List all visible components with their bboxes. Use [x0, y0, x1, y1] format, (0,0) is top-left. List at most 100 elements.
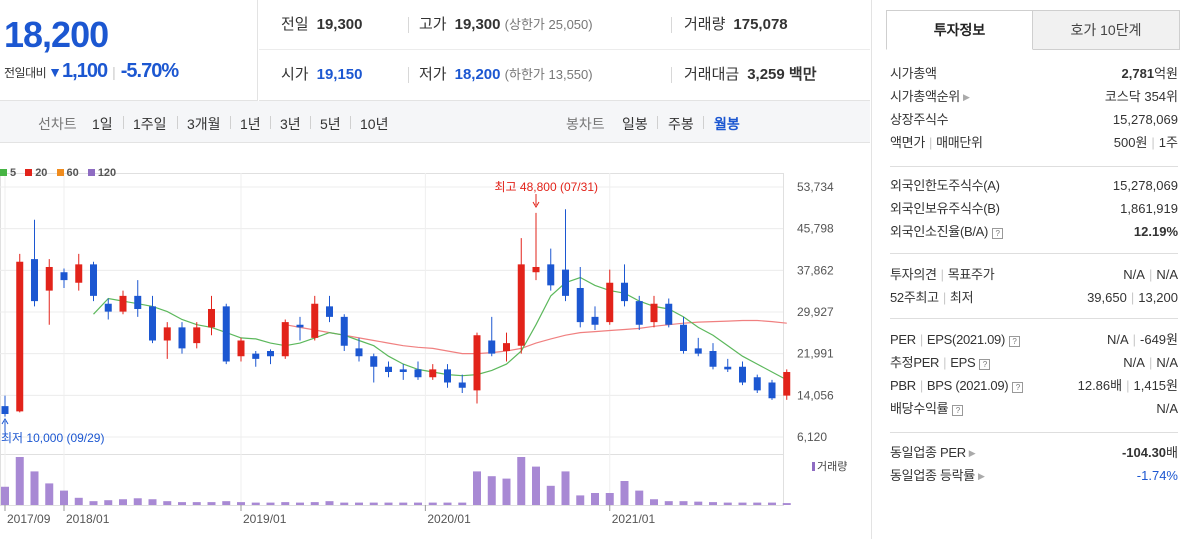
candle-weekly-button[interactable]: 주봉 — [668, 116, 694, 132]
summary-row-2: 시가 19,150 저가 18,200 (하한가 13,550) 거래대금 3,259… — [259, 50, 870, 100]
legend-ma5: 5 — [0, 167, 16, 179]
volume-bar — [517, 457, 526, 505]
info-row: 외국인보유주식수(B) 1,861,919 — [890, 201, 1178, 216]
candle-body — [739, 366, 746, 383]
volume-bar — [119, 499, 127, 505]
candlestick-chart: 53,734 45,798 37,862 29,927 21,991 14,056 6,12… — [0, 173, 834, 526]
info-tabs: 투자정보 호가 10단계 — [886, 10, 1180, 50]
candle-body — [45, 266, 53, 291]
period-10y-button[interactable]: 10년 — [360, 116, 389, 132]
upper-limit: (상한가 25,050) — [504, 17, 593, 32]
stock-chart[interactable]: 53,734 45,798 37,862 29,927 21,991 14,056 6,12… — [0, 143, 870, 539]
candle-body — [281, 322, 289, 357]
divider — [177, 116, 178, 129]
volume-bar — [738, 502, 747, 505]
divider — [123, 116, 124, 129]
chevron-right-icon: ▶ — [962, 92, 970, 102]
high-label: 고가 — [419, 16, 447, 33]
volume-bar — [325, 501, 334, 505]
tab-order-book[interactable]: 호가 10단계 — [1033, 10, 1180, 50]
volume-bar — [546, 485, 555, 505]
period-1y-button[interactable]: 1년 — [240, 116, 261, 132]
volume-bar — [414, 502, 422, 505]
high-price: 고가 19,300 (상한가 25,050) — [419, 13, 593, 34]
volume-bar — [753, 502, 762, 505]
help-icon[interactable]: ? — [952, 405, 964, 416]
candle-body — [694, 348, 702, 354]
candle-body — [90, 264, 97, 296]
volume: 거래량 175,078 — [684, 13, 788, 34]
volume-bar — [650, 499, 658, 505]
max-price-annotation: 최고 48,800 (07/31) — [495, 180, 598, 194]
volume-bar — [15, 457, 24, 505]
info-row[interactable]: 동일업종 PER ▶ -104.30배 — [890, 445, 1178, 460]
candle-body — [665, 303, 673, 325]
candle-body — [680, 324, 687, 351]
candle-body — [768, 382, 776, 399]
divider — [890, 166, 1178, 167]
volume-bar — [60, 490, 68, 505]
volume-legend-label: 거래량 — [817, 461, 848, 473]
help-icon[interactable]: ? — [1012, 382, 1024, 393]
candle-body — [134, 295, 142, 309]
candle-body — [311, 303, 319, 338]
y-tick-label: 37,862 — [797, 263, 834, 277]
candle-body — [576, 287, 584, 323]
info-row: 외국인한도주식수(A) 15,278,069 — [890, 178, 1178, 193]
volume-bar — [768, 502, 776, 505]
candle-body — [1, 406, 9, 415]
info-row: 투자의견 | 목표주가 N/A | N/A — [890, 267, 1178, 282]
divider — [703, 116, 704, 129]
period-5y-button[interactable]: 5년 — [320, 116, 341, 132]
info-row[interactable]: 시가총액순위 ▶ 코스닥 354위 — [890, 89, 1178, 104]
candle-body — [178, 327, 186, 349]
investment-info-panel: 투자정보 호가 10단계 시가총액 2,781억원 시가총액순위 ▶ 코스닥 354위… — [871, 0, 1184, 539]
volume-bar — [576, 495, 585, 505]
period-1w-button[interactable]: 1주일 — [133, 116, 167, 132]
candle-daily-button[interactable]: 일봉 — [622, 116, 648, 132]
volume-bar — [458, 502, 467, 505]
candle-monthly-button[interactable]: 월봉 — [714, 116, 740, 132]
x-tick-label: 2017/09 — [7, 512, 51, 526]
amount-value: 3,259 백만 — [747, 66, 817, 83]
candle-body — [517, 264, 525, 346]
x-tick-label: 2020/01 — [427, 512, 471, 526]
volume-bar — [45, 483, 54, 505]
volume-bar — [222, 501, 231, 505]
volume-bar — [561, 471, 570, 505]
candle-body — [753, 377, 761, 391]
current-price: 18,200 — [4, 14, 109, 55]
candle-body — [370, 356, 378, 367]
chevron-right-icon: ▶ — [977, 471, 985, 481]
volume-bar — [1, 486, 9, 505]
period-1d-button[interactable]: 1일 — [92, 116, 113, 132]
candle-body — [724, 366, 732, 370]
volume-bar — [620, 481, 629, 505]
volume-bar — [502, 478, 511, 505]
volume-value: 175,078 — [733, 16, 788, 33]
info-row[interactable]: 동일업종 등락률 ▶ -1.74% — [890, 468, 1178, 483]
volume-bar — [384, 502, 393, 505]
volume-bar — [148, 499, 157, 505]
volume-bar — [251, 502, 260, 505]
period-3y-button[interactable]: 3년 — [280, 116, 301, 132]
help-icon[interactable]: ? — [992, 228, 1004, 239]
candle-body — [532, 266, 540, 273]
max-arrow-icon — [532, 201, 540, 208]
volume-bar — [428, 502, 437, 505]
low-price: 저가 18,200 (하한가 13,550) — [419, 63, 593, 84]
change-amount: 1,100 — [62, 60, 108, 82]
low-label: 저가 — [419, 66, 447, 83]
candle-body — [635, 301, 643, 325]
info-row: PER | EPS(2021.09)? N/A | -649원 — [890, 332, 1178, 347]
volume-legend-swatch — [812, 462, 815, 471]
period-3m-button[interactable]: 3개월 — [187, 116, 221, 132]
help-icon[interactable]: ? — [979, 359, 991, 370]
candle-body — [119, 295, 127, 312]
candle-body — [488, 340, 496, 354]
help-icon[interactable]: ? — [1009, 336, 1020, 347]
candle-body — [385, 366, 392, 372]
tab-invest-info[interactable]: 투자정보 — [886, 10, 1033, 50]
divider — [270, 116, 271, 129]
divider — [890, 318, 1178, 319]
